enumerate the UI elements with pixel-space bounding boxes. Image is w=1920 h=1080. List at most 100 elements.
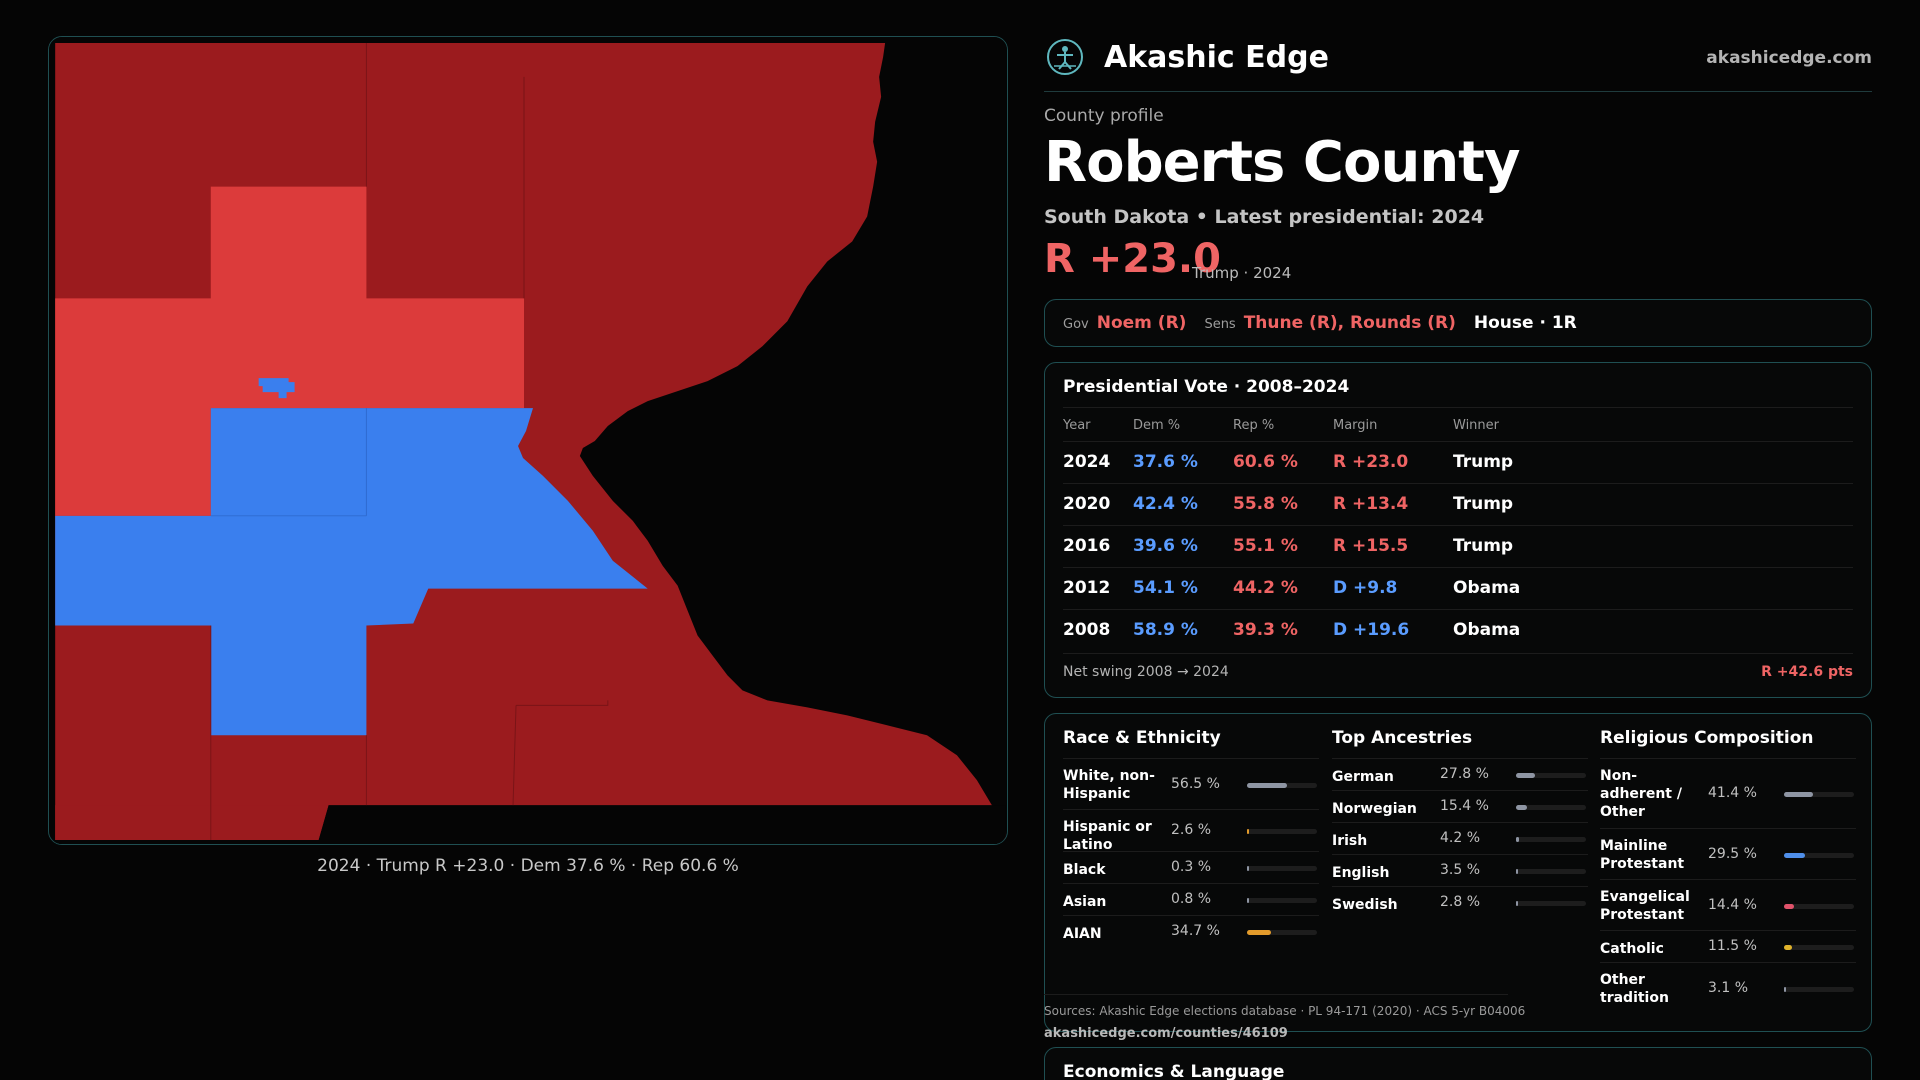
page-subtitle: South Dakota • Latest presidential: 2024 bbox=[1044, 206, 1485, 228]
cell-year: 2008 bbox=[1063, 620, 1111, 640]
item-label: Non-adherent / Other bbox=[1600, 768, 1682, 820]
table-row: 2012 54.1 % 44.2 % D +9.8 Obama bbox=[1063, 567, 1853, 609]
item-bar bbox=[1516, 837, 1586, 842]
cell-year: 2016 bbox=[1063, 536, 1111, 556]
county-map[interactable] bbox=[48, 36, 1008, 845]
item-label: Catholic bbox=[1600, 941, 1664, 957]
item-value: 3.1 % bbox=[1708, 980, 1749, 996]
item-bar bbox=[1784, 852, 1854, 858]
cell-year: 2024 bbox=[1063, 452, 1111, 472]
list-item: AIAN 34.7 % bbox=[1063, 915, 1319, 946]
item-bar bbox=[1784, 945, 1854, 950]
sens-label: Sens bbox=[1204, 317, 1236, 332]
item-bar-fill bbox=[1247, 782, 1287, 788]
item-label: Swedish bbox=[1332, 897, 1398, 913]
col-margin: Margin bbox=[1333, 418, 1378, 433]
item-bar-fill bbox=[1247, 829, 1249, 834]
city-precinct-blue[interactable] bbox=[258, 378, 295, 399]
item-bar bbox=[1247, 898, 1317, 903]
latest-margin-note: Trump · 2024 bbox=[1192, 264, 1292, 282]
table-row: 2020 42.4 % 55.8 % R +13.4 Trump bbox=[1063, 483, 1853, 525]
item-bar-fill bbox=[1516, 837, 1519, 842]
list-item: Norwegian 15.4 % bbox=[1332, 790, 1588, 822]
item-label: Black bbox=[1063, 862, 1106, 878]
ancestry-title: Top Ancestries bbox=[1332, 728, 1473, 748]
item-value: 0.3 % bbox=[1171, 859, 1212, 875]
cell-margin: R +23.0 bbox=[1333, 452, 1409, 472]
item-value: 34.7 % bbox=[1171, 922, 1220, 939]
latest-margin: R +23.0 bbox=[1044, 236, 1221, 282]
cell-rep: 55.8 % bbox=[1233, 494, 1298, 514]
item-bar bbox=[1516, 773, 1586, 778]
item-bar-fill bbox=[1784, 945, 1793, 950]
blue-boundaries bbox=[210, 408, 367, 517]
list-item: Mainline Protestant 29.5 % bbox=[1600, 828, 1856, 879]
sources-url-link[interactable]: akashicedge.com/counties/46109 bbox=[1044, 1026, 1288, 1041]
precinct-map-svg[interactable] bbox=[49, 37, 1007, 844]
list-item: German 27.8 % bbox=[1332, 758, 1588, 790]
cell-year: 2012 bbox=[1063, 578, 1111, 598]
net-swing-row: Net swing 2008 → 2024 R +42.6 pts bbox=[1063, 653, 1853, 683]
economics-card: Economics & Language bbox=[1044, 1047, 1872, 1080]
item-bar-fill bbox=[1247, 866, 1249, 871]
list-item: Evangelical Protestant 14.4 % bbox=[1600, 879, 1856, 930]
item-value: 41.4 % bbox=[1708, 785, 1757, 801]
item-value: 2.6 % bbox=[1171, 822, 1212, 838]
brand-name[interactable]: Akashic Edge bbox=[1104, 40, 1329, 75]
cell-margin: D +19.6 bbox=[1333, 620, 1410, 640]
cell-rep: 39.3 % bbox=[1233, 620, 1298, 640]
list-item: Catholic 11.5 % bbox=[1600, 930, 1856, 962]
item-value: 11.5 % bbox=[1708, 938, 1757, 954]
item-value: 0.8 % bbox=[1171, 891, 1212, 907]
table-row: 2008 58.9 % 39.3 % D +19.6 Obama bbox=[1063, 609, 1853, 651]
cell-rep: 55.1 % bbox=[1233, 536, 1298, 556]
cell-rep: 60.6 % bbox=[1233, 452, 1298, 472]
presidential-title: Presidential Vote · 2008–2024 bbox=[1063, 377, 1350, 397]
item-bar-fill bbox=[1784, 792, 1813, 797]
list-item: Asian 0.8 % bbox=[1063, 883, 1319, 915]
item-bar bbox=[1516, 805, 1586, 810]
item-bar-fill bbox=[1247, 898, 1249, 903]
item-label: English bbox=[1332, 865, 1390, 881]
item-value: 15.4 % bbox=[1440, 798, 1489, 814]
sens-value: Thune (R), Rounds (R) bbox=[1243, 313, 1456, 333]
cell-dem: 42.4 % bbox=[1133, 494, 1198, 514]
item-bar bbox=[1247, 829, 1317, 834]
cell-margin: D +9.8 bbox=[1333, 578, 1398, 598]
religion-title: Religious Composition bbox=[1600, 728, 1814, 748]
item-label: Other tradition bbox=[1600, 972, 1669, 1006]
list-item: English 3.5 % bbox=[1332, 854, 1588, 886]
col-rep: Rep % bbox=[1233, 418, 1275, 433]
cell-rep: 44.2 % bbox=[1233, 578, 1298, 598]
precinct-light-red[interactable] bbox=[55, 186, 525, 516]
item-bar bbox=[1784, 987, 1854, 992]
precinct-dark-red-strip bbox=[55, 805, 329, 841]
col-year: Year bbox=[1063, 418, 1091, 433]
precinct-blue[interactable] bbox=[55, 408, 648, 736]
sources-divider bbox=[1044, 994, 1508, 995]
item-value: 14.4 % bbox=[1708, 896, 1757, 913]
cell-year: 2020 bbox=[1063, 494, 1111, 514]
cell-dem: 54.1 % bbox=[1133, 578, 1198, 598]
brand-url-link[interactable]: akashicedge.com bbox=[1706, 48, 1872, 68]
item-bar-fill bbox=[1516, 901, 1518, 906]
list-item: Other tradition 3.1 % bbox=[1600, 962, 1856, 1014]
item-bar-fill bbox=[1516, 869, 1519, 874]
item-bar-fill bbox=[1784, 903, 1795, 909]
cell-winner: Trump bbox=[1453, 536, 1514, 556]
item-value: 3.5 % bbox=[1440, 862, 1481, 878]
cell-dem: 58.9 % bbox=[1133, 620, 1198, 640]
col-winner: Winner bbox=[1453, 418, 1500, 433]
sources-text: Sources: Akashic Edge elections database… bbox=[1044, 1004, 1526, 1018]
list-item: Swedish 2.8 % bbox=[1332, 886, 1588, 918]
cell-winner: Obama bbox=[1453, 620, 1521, 640]
cell-winner: Trump bbox=[1453, 494, 1514, 514]
brand-header: Akashic Edge akashicedge.com bbox=[1044, 36, 1872, 92]
precinct-dark-red-bottom bbox=[55, 805, 1006, 844]
item-label: Norwegian bbox=[1332, 801, 1417, 817]
race-title: Race & Ethnicity bbox=[1063, 728, 1221, 748]
gov-label: Gov bbox=[1063, 317, 1089, 332]
precinct-boundaries bbox=[210, 42, 609, 841]
item-bar-fill bbox=[1784, 987, 1787, 992]
list-item: Hispanic or Latino 2.6 % bbox=[1063, 809, 1319, 853]
